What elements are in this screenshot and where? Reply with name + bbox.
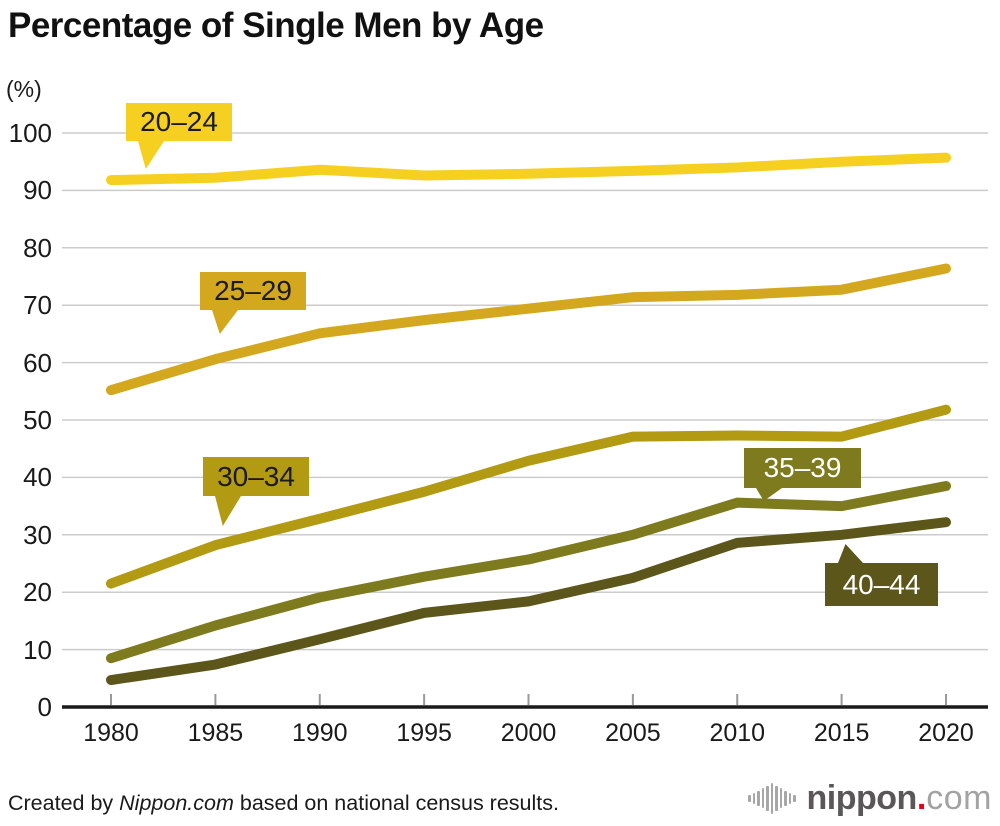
- series-callout-label: 30–34: [217, 460, 295, 492]
- series-callout-label: 20–24: [140, 106, 218, 137]
- series-line-20-24: [106, 152, 951, 186]
- series-line-40-44: [106, 517, 951, 686]
- x-axis-tick-label: 1980: [83, 719, 139, 747]
- nippon-logo: nippon . com: [748, 778, 992, 818]
- series-line-25-29: [106, 263, 951, 396]
- footer-credit: Created by Nippon.com based on national …: [8, 791, 559, 816]
- y-axis-tick-label: 70: [23, 290, 52, 321]
- x-axis-tick-label: 2005: [605, 719, 661, 747]
- x-axis-tick-label: 1985: [187, 719, 244, 747]
- x-axis-tick-label: 2020: [918, 719, 974, 747]
- y-axis-tick-label: 30: [23, 519, 52, 550]
- logo-red-dot: .: [916, 779, 927, 817]
- y-axis-tick-label: 60: [23, 347, 52, 378]
- series-callout-35-39: 35–39: [744, 448, 861, 501]
- series-callout-40-44: 40–44: [825, 544, 938, 606]
- series-callout-20-24: 20–24: [126, 103, 232, 169]
- series-callout-30-34: 30–34: [203, 457, 309, 526]
- series-callout-25-29: 25–29: [200, 272, 306, 334]
- footer-prefix: Created by: [8, 791, 120, 815]
- y-axis-tick-label: 0: [37, 692, 52, 722]
- x-axis-tick-label: 1995: [396, 719, 452, 747]
- y-axis-unit-label: (%): [6, 76, 42, 102]
- series-callout-label: 40–44: [842, 568, 921, 600]
- footer-brand: Nippon.com: [119, 791, 234, 815]
- y-axis-tick-label: 90: [23, 175, 52, 206]
- series-callout-label: 35–39: [763, 452, 842, 483]
- logo-text-nippon: nippon: [806, 779, 918, 817]
- x-axis-tick-label: 2010: [709, 719, 766, 747]
- chart-title: Percentage of Single Men by Age: [8, 6, 544, 45]
- y-axis-tick-label: 100: [8, 118, 52, 148]
- y-axis-tick-label: 50: [23, 405, 52, 435]
- footer-suffix: based on national census results.: [233, 791, 559, 815]
- x-axis-tick-label: 2000: [500, 719, 557, 747]
- series-line-30-34: [106, 404, 951, 589]
- series-line-35-39: [106, 481, 951, 664]
- x-axis-tick-label: 1990: [291, 719, 348, 747]
- logo-text-com: com: [926, 779, 992, 817]
- y-axis-tick-label: 40: [23, 462, 52, 493]
- y-axis-tick-label: 10: [23, 634, 52, 665]
- y-axis-tick-label: 20: [23, 577, 52, 608]
- soundwave-icon: [748, 782, 797, 814]
- series-callout-label: 25–29: [214, 275, 292, 306]
- y-axis-tick-label: 80: [23, 232, 52, 263]
- x-axis-tick-label: 2015: [813, 719, 870, 747]
